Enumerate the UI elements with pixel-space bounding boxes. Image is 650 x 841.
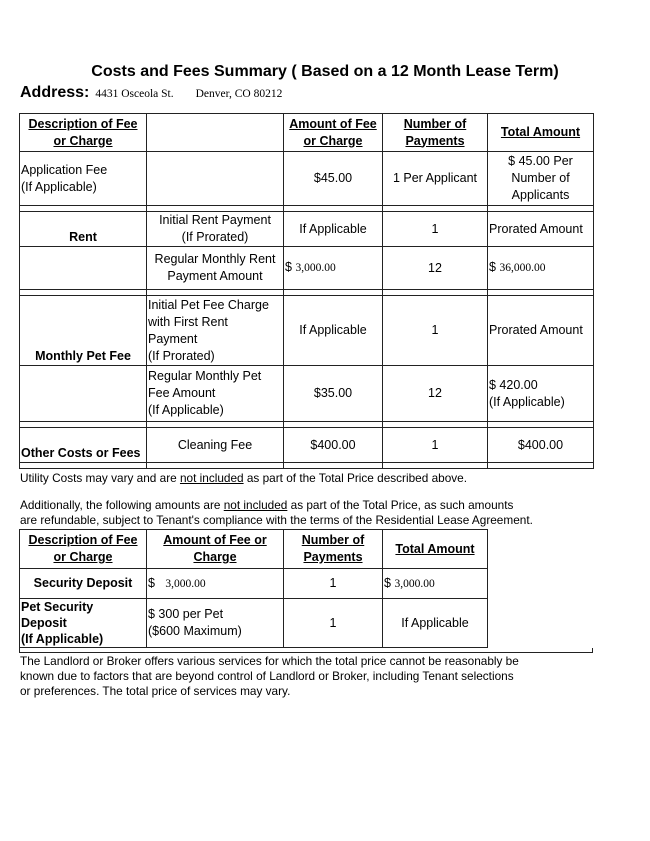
note-text: as part of the Total Price described abo… (243, 471, 467, 485)
spacer-row (19, 462, 594, 469)
cell-desc: Other Costs or Fees (19, 427, 147, 463)
table-row: Other Costs or Fees Cleaning Fee $400.00… (19, 427, 594, 463)
table-row: Regular Monthly Rent Payment Amount $ 3,… (19, 246, 594, 290)
address-city: Denver, CO 80212 (195, 88, 283, 100)
additional-note: Additionally, the following amounts are … (20, 498, 620, 528)
cell-desc: Application Fee (If Applicable) (19, 151, 147, 206)
cell-sub: Cleaning Fee (146, 427, 284, 463)
table-header-row: Description of Fee or Charge Amount of F… (19, 113, 594, 152)
header-payments: Number of Payments (283, 529, 383, 569)
table-row: Security Deposit $ 3,000.00 1 $ 3,000.00 (19, 568, 488, 599)
address-line: Address: 4431 Osceola St. Denver, CO 80212 (20, 83, 650, 104)
address-label: Address: (20, 84, 90, 101)
table-row: Application Fee (If Applicable) $45.00 1… (19, 151, 594, 206)
services-note: The Landlord or Broker offers various se… (20, 654, 519, 698)
utility-note: Utility Costs may vary and are not inclu… (20, 471, 620, 486)
cell-total: $ 36,000.00 (487, 246, 594, 290)
cell-desc: Monthly Pet Fee (19, 295, 147, 366)
cell-payments: 1 (283, 568, 383, 599)
cell-payments: 1 (283, 598, 383, 648)
dollar-sign: $ (285, 260, 292, 274)
amount-value: 3,000.00 (165, 577, 206, 590)
note-emphasis: not included (223, 498, 288, 512)
table-divider (19, 648, 593, 653)
note-text: Additionally, the following amounts are (20, 498, 224, 512)
header-payments: Number of Payments (382, 113, 488, 152)
header-amount: Amount of Fee or Charge (283, 113, 383, 152)
cell-sub: Initial Pet Fee Charge with First Rent P… (146, 295, 284, 366)
cell-amount: $400.00 (283, 427, 383, 463)
cell-total: $400.00 (487, 427, 594, 463)
cell-total: If Applicable (382, 598, 488, 648)
address-street: 4431 Osceola St. (95, 88, 174, 100)
dollar-sign: $ (489, 260, 496, 274)
table-row: Pet Security Deposit (If Applicable) $ 3… (19, 598, 488, 648)
cell-amount: $45.00 (283, 151, 383, 206)
total-value: 36,000.00 (499, 262, 546, 274)
cell-payments: 12 (382, 246, 488, 290)
cell-total: Prorated Amount (487, 211, 594, 247)
cell-payments: 1 (382, 427, 488, 463)
total-value: 3,000.00 (394, 577, 435, 590)
cell-desc: Security Deposit (19, 568, 147, 599)
table-row: Rent Initial Rent Payment (If Prorated) … (19, 211, 594, 247)
header-amount: Amount of Fee or Charge (146, 529, 284, 569)
table-row: Monthly Pet Fee Initial Pet Fee Charge w… (19, 295, 594, 366)
cell-desc (19, 246, 147, 290)
cell-payments: 1 (382, 211, 488, 247)
header-total: Total Amount (382, 529, 488, 569)
header-description: Description of Fee or Charge (19, 113, 147, 152)
cell-sub: Initial Rent Payment (If Prorated) (146, 211, 284, 247)
cell-total: $ 3,000.00 (382, 568, 488, 599)
header-blank (146, 113, 284, 152)
note-emphasis: not included (179, 471, 244, 485)
cell-amount: $ 3,000.00 (146, 568, 284, 599)
amount-value: 3,000.00 (295, 262, 336, 274)
header-total: Total Amount (487, 113, 594, 152)
note-text: as part of the Total Price, as such amou… (20, 498, 533, 527)
header-description: Description of Fee or Charge (19, 529, 147, 569)
costs-table: Description of Fee or Charge Amount of F… (19, 113, 594, 469)
cell-payments: 12 (382, 365, 488, 422)
page-title: Costs and Fees Summary ( Based on a 12 M… (91, 63, 559, 80)
cell-total: Prorated Amount (487, 295, 594, 366)
cell-amount: If Applicable (283, 295, 383, 366)
deposits-table: Description of Fee or Charge Amount of F… (19, 529, 488, 648)
cell-amount: $35.00 (283, 365, 383, 422)
cell-sub: Regular Monthly Pet Fee Amount (If Appli… (146, 365, 284, 422)
table-row: Regular Monthly Pet Fee Amount (If Appli… (19, 365, 594, 422)
dollar-sign: $ (384, 575, 391, 590)
note-text: Utility Costs may vary and are (20, 471, 180, 485)
cell-desc: Pet Security Deposit (If Applicable) (19, 598, 147, 648)
cell-total: $ 420.00 (If Applicable) (487, 365, 594, 422)
table-header-row: Description of Fee or Charge Amount of F… (19, 529, 488, 569)
cell-payments: 1 Per Applicant (382, 151, 488, 206)
cell-sub (146, 151, 284, 206)
cell-sub: Regular Monthly Rent Payment Amount (146, 246, 284, 290)
cell-total: $ 45.00 Per Number of Applicants (487, 151, 594, 206)
cell-amount: $ 300 per Pet ($600 Maximum) (146, 598, 284, 648)
cell-payments: 1 (382, 295, 488, 366)
cell-amount: $ 3,000.00 (283, 246, 383, 290)
dollar-sign: $ (148, 575, 155, 590)
cell-amount: If Applicable (283, 211, 383, 247)
cell-desc: Rent (19, 211, 147, 247)
cell-desc (19, 365, 147, 422)
